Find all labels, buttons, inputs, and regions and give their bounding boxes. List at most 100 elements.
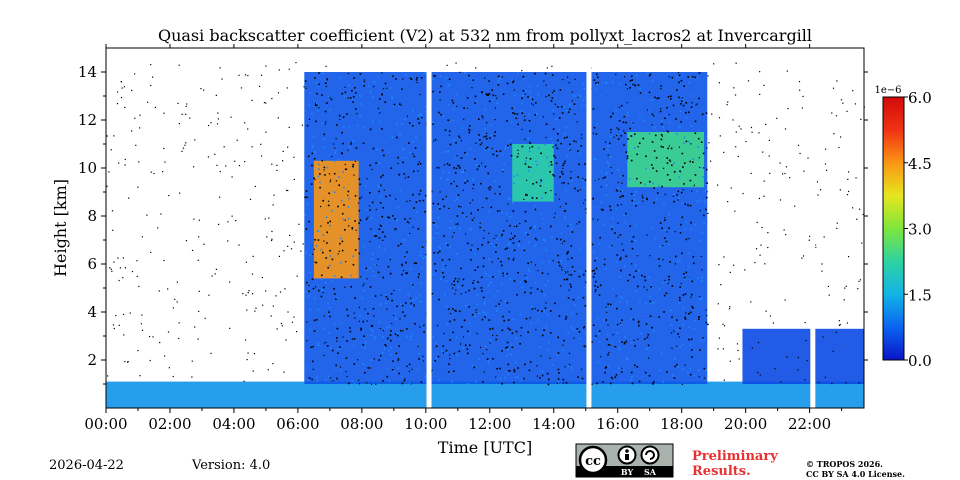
noise-dot (523, 119, 526, 121)
noise-dot (484, 108, 487, 111)
background-noise-dot (607, 324, 609, 326)
background-noise-dot (757, 341, 760, 344)
noise-dot (535, 197, 538, 200)
y-axis-label: Height [km] (51, 179, 70, 277)
background-noise-dot (339, 118, 341, 121)
noise-dot (362, 343, 365, 346)
noise-dot (593, 79, 596, 81)
noise-dot (662, 245, 665, 247)
noise-dot (633, 147, 636, 149)
noise-dot (481, 91, 483, 93)
background-noise-dot (508, 311, 510, 313)
noise-dot (529, 91, 531, 93)
background-noise-dot (606, 311, 608, 313)
background-noise-dot (320, 205, 322, 208)
noise-dot (541, 197, 543, 199)
noise-dot (499, 367, 501, 370)
noise-dot (333, 191, 336, 194)
noise-dot (480, 276, 483, 279)
background-noise-dot (121, 87, 123, 89)
noise-dot (560, 171, 563, 173)
noise-dot (520, 109, 523, 112)
background-noise-dot (737, 155, 739, 158)
noise-dot (635, 264, 637, 267)
noise-dot (370, 359, 373, 361)
cc-license-badge[interactable]: cc BY SA (575, 443, 674, 478)
noise-dot (671, 76, 674, 79)
background-noise-dot (108, 171, 110, 173)
background-noise-dot (471, 244, 473, 246)
noise-dot (591, 341, 593, 343)
background-noise-dot (229, 281, 231, 283)
noise-dot (468, 332, 471, 335)
noise-dot (501, 329, 504, 332)
noise-dot (604, 367, 607, 369)
noise-dot (621, 319, 623, 321)
noise-dot (572, 328, 575, 331)
noise-dot (550, 100, 553, 102)
noise-dot (565, 202, 567, 205)
noise-dot (453, 284, 456, 286)
noise-dot (308, 377, 311, 379)
noise-dot (539, 377, 541, 379)
background-noise-dot (808, 239, 810, 241)
background-noise-dot (168, 194, 170, 197)
noise-dot (615, 374, 618, 376)
noise-dot (343, 186, 345, 189)
noise-dot (401, 263, 403, 266)
noise-dot (321, 289, 324, 292)
noise-dot (596, 76, 599, 79)
noise-dot (494, 180, 497, 182)
noise-dot (528, 369, 531, 372)
background-noise-dot (329, 180, 331, 183)
background-noise-dot (122, 257, 124, 259)
noise-dot (637, 84, 640, 86)
noise-dot (410, 305, 412, 308)
background-noise-dot (211, 275, 213, 277)
background-noise-dot (621, 243, 623, 245)
plot-area (105, 47, 865, 409)
noise-dot (487, 284, 490, 287)
background-noise-dot (772, 322, 775, 324)
noise-dot (658, 258, 660, 260)
background-noise-dot (838, 320, 840, 322)
background-noise-dot (272, 204, 274, 206)
noise-dot (681, 100, 683, 103)
noise-dot (347, 190, 350, 193)
background-noise-dot (717, 184, 719, 186)
noise-dot (591, 270, 594, 272)
noise-dot (338, 114, 341, 117)
noise-dot (699, 199, 702, 202)
noise-dot (659, 369, 661, 372)
noise-dot (405, 261, 407, 264)
noise-dot (437, 355, 440, 358)
background-noise-dot (581, 137, 583, 139)
background-noise-dot (758, 197, 760, 200)
background-noise-dot (455, 289, 457, 291)
noise-dot (692, 186, 695, 188)
noise-dot (528, 270, 531, 273)
background-noise-dot (157, 227, 159, 229)
background-noise-dot (674, 263, 676, 265)
noise-dot (602, 81, 604, 84)
noise-dot (594, 289, 597, 291)
noise-dot (484, 135, 487, 138)
noise-dot (576, 328, 579, 330)
noise-dot (318, 83, 320, 86)
noise-dot (477, 312, 480, 315)
noise-dot (469, 228, 471, 230)
noise-dot (484, 165, 487, 168)
background-noise-dot (443, 332, 445, 335)
noise-dot (580, 105, 583, 107)
background-noise-dot (409, 217, 411, 220)
noise-dot (668, 243, 670, 246)
background-noise-dot (486, 135, 488, 137)
noise-dot (484, 127, 486, 130)
noise-dot (453, 319, 456, 321)
background-noise-dot (550, 189, 552, 192)
noise-dot (607, 343, 610, 346)
background-noise-dot (661, 135, 664, 137)
noise-dot (690, 106, 693, 108)
noise-dot (605, 319, 608, 321)
background-noise-dot (495, 235, 497, 237)
